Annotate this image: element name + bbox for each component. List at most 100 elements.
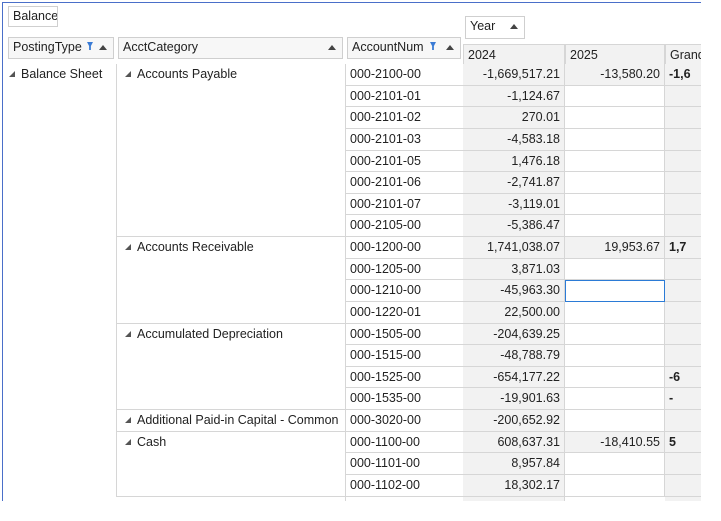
row-field-button[interactable]: AcctCategory (118, 37, 343, 59)
label: Grand (670, 48, 701, 62)
label: Accounts Receivable (137, 240, 254, 255)
column-field-button[interactable]: Year (465, 16, 525, 39)
grand-total-cell (665, 345, 701, 367)
label: 000-2101-06 (350, 175, 421, 190)
label: 000-1101-00 (350, 456, 420, 471)
label: - (669, 391, 674, 406)
value-cell[interactable] (565, 258, 665, 281)
value-cell[interactable] (565, 85, 665, 108)
value-cell[interactable] (565, 388, 665, 411)
label: Cash (137, 434, 167, 449)
value-cell: 3,871.03 (463, 258, 565, 281)
account-number: 000-1525-00 (345, 366, 464, 389)
account-number: 000-2101-07 (345, 193, 464, 216)
account-number: 000-1200-00 (345, 237, 464, 259)
grand-total-cell (665, 453, 701, 475)
grand-total-cell (665, 323, 701, 346)
value-cell[interactable] (565, 128, 665, 151)
expand-icon[interactable] (9, 71, 15, 78)
expand-icon[interactable] (125, 244, 131, 251)
value-cell: -45,963.30 (463, 280, 565, 302)
expand-icon[interactable] (125, 417, 131, 424)
label: -2,741.87 (507, 175, 560, 190)
sort-arrow (99, 45, 107, 50)
label: 22,500.00 (504, 304, 560, 319)
grand-total-cell: -1,6 (665, 64, 701, 86)
grand-total-cell (665, 150, 701, 173)
value-cell[interactable] (565, 193, 665, 216)
value-cell[interactable] (565, 150, 665, 173)
expand-icon[interactable] (125, 71, 131, 78)
label: 5 (669, 434, 676, 449)
label: -1,124.67 (507, 88, 560, 103)
label: 000-1100-00 (350, 434, 420, 449)
label: Balance Sheet (21, 67, 103, 81)
grand-total-cell (665, 474, 701, 497)
value-cell[interactable] (565, 301, 665, 324)
row-field-button[interactable]: AccountNum (347, 37, 461, 59)
value-cell[interactable] (565, 410, 665, 432)
account-number: 000-2101-06 (345, 172, 464, 194)
value-cell[interactable] (565, 107, 665, 129)
value-cell: -200,652.92 (463, 410, 565, 432)
value-cell: -48,788.79 (463, 345, 565, 367)
row-field-button[interactable]: PostingType (8, 37, 114, 59)
value-cell[interactable] (565, 366, 665, 389)
label: -1,6 (669, 67, 691, 81)
value-cell: 19,953.67 (565, 237, 665, 259)
label: -5,386.47 (507, 218, 560, 233)
value-cell: -204,639.25 (463, 323, 565, 346)
label: 000-1210-00 (350, 283, 421, 298)
value-cell: -1,124.67 (463, 85, 565, 108)
label: Additional Paid-in Capital - Common (137, 413, 339, 428)
grand-total-cell (665, 410, 701, 432)
label: 000-2100-00 (350, 67, 421, 81)
label: -3,119.01 (508, 196, 560, 211)
label: 000-2101-07 (350, 196, 421, 211)
label: -45,963.30 (500, 283, 560, 298)
label: 000-1505-00 (350, 326, 421, 341)
value-cell: -5,386.47 (463, 215, 565, 238)
value-cell: -18,410.55 (565, 431, 665, 454)
grand-total-cell (665, 128, 701, 151)
label: 1,7 (669, 240, 687, 255)
category: Accounts Receivable (116, 237, 346, 324)
value-cell: -19,901.63 (463, 388, 565, 411)
label: 000-2105-00 (350, 218, 421, 233)
label: AccountNum (352, 40, 424, 54)
grand-total-cell: 5 (665, 431, 701, 454)
value-cell: 22,500.00 (463, 301, 565, 324)
label: 000-2101-02 (350, 110, 421, 125)
label: 000-2101-03 (350, 131, 421, 146)
label: 1,476.18 (511, 153, 560, 168)
label: 1,741,038.07 (487, 240, 560, 255)
label: Accumulated Depreciation (137, 326, 283, 341)
value-cell[interactable] (565, 323, 665, 346)
value-cell[interactable] (565, 280, 665, 302)
account-number: 000-2101-02 (345, 107, 464, 129)
label: 19,953.67 (604, 240, 660, 255)
grand-total-cell (665, 301, 701, 324)
value-cell[interactable] (565, 345, 665, 367)
expand-icon[interactable] (125, 438, 131, 445)
account-number: 000-1101-00 (345, 453, 464, 475)
label: Year (470, 19, 496, 33)
account-number: 000-2101-05 (345, 150, 464, 173)
filter-icon (87, 42, 93, 50)
account-number: 000-1505-00 (345, 323, 464, 346)
account-number (345, 496, 464, 501)
label: 3,871.03 (511, 261, 560, 276)
account-number: 000-2105-00 (345, 215, 464, 238)
label: 000-2101-01 (350, 88, 421, 103)
value-cell[interactable] (565, 474, 665, 497)
label: Balance (13, 9, 58, 23)
label: 18,302.17 (504, 477, 560, 492)
report-filter-button[interactable]: Balance (8, 6, 58, 27)
expand-icon[interactable] (125, 330, 131, 337)
value-cell[interactable] (565, 215, 665, 238)
grand-total-cell (665, 496, 701, 501)
grand-total-cell (665, 280, 701, 302)
value-cell[interactable] (565, 453, 665, 475)
posting-type: Balance Sheet (5, 64, 117, 86)
value-cell[interactable] (565, 172, 665, 194)
